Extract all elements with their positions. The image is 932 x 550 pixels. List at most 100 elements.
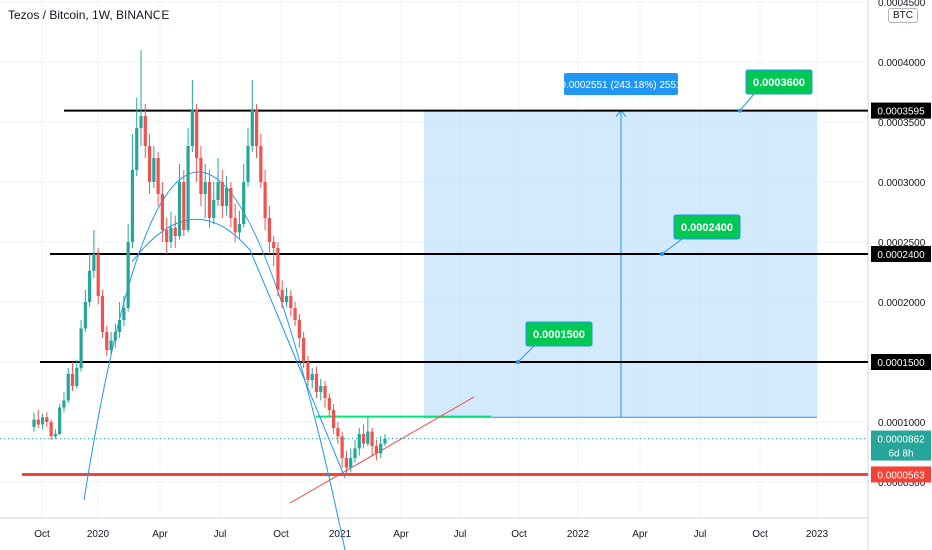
x-tick-label: Oct — [34, 529, 50, 540]
candle — [186, 128, 190, 233]
candle-body — [152, 158, 156, 182]
candle-body — [370, 431, 374, 446]
candle — [263, 170, 267, 230]
candle — [96, 248, 100, 305]
candle — [113, 323, 117, 348]
candle-body — [135, 128, 139, 170]
candle-body — [246, 146, 250, 182]
candle-body — [323, 386, 327, 398]
candle-body — [105, 332, 109, 350]
candle-body — [45, 417, 49, 422]
level-price-label-box — [871, 102, 931, 119]
candle-body — [88, 270, 92, 302]
level-price-label-text: 0.0000563 — [877, 470, 925, 481]
candle-body — [374, 446, 378, 454]
x-tick-label: Jul — [214, 529, 227, 540]
candle-body — [383, 438, 387, 444]
candle-body — [220, 182, 224, 206]
candle — [225, 176, 229, 216]
x-tick-label: Jul — [454, 529, 467, 540]
candles — [32, 50, 387, 475]
candle-body — [353, 448, 357, 458]
candle — [233, 203, 237, 242]
callout-box — [745, 69, 813, 95]
x-tick-label: 2023 — [806, 529, 829, 540]
candle — [130, 134, 135, 248]
candle — [165, 218, 169, 254]
candle — [152, 146, 156, 188]
x-tick-label: Oct — [752, 529, 768, 540]
callout-box — [525, 321, 593, 347]
candle-body — [280, 290, 284, 302]
candle-body — [233, 218, 237, 233]
candle — [118, 302, 122, 338]
candle — [349, 448, 353, 473]
candle — [272, 236, 276, 266]
x-tick-label: Apr — [152, 529, 168, 540]
target-callout: 0.0001500 — [516, 321, 593, 364]
candle — [284, 287, 289, 307]
candle — [267, 206, 271, 254]
candle-body — [259, 146, 263, 182]
x-tick-label: 2020 — [87, 529, 110, 540]
candle — [207, 170, 212, 228]
y-tick-label: 0.0000500 — [878, 478, 926, 489]
x-tick-label: Apr — [632, 529, 648, 540]
level-price-label-text: 0.0001500 — [877, 358, 925, 369]
candle-body — [190, 110, 194, 146]
candle-body — [250, 110, 254, 146]
callout-anchor — [516, 360, 520, 364]
candle — [246, 128, 250, 187]
candle — [289, 290, 293, 317]
candle-body — [143, 116, 147, 146]
candle-body — [212, 200, 216, 218]
candle-body — [319, 386, 323, 392]
candle-body — [357, 434, 361, 449]
candle-body — [173, 227, 177, 236]
x-tick-label: 2022 — [567, 529, 590, 540]
y-tick-label: 0.0002000 — [878, 298, 926, 309]
level-price-label-text: 0.0003595 — [877, 107, 925, 118]
candle-body — [302, 338, 306, 362]
target-callouts: 0.0003600 0.0002400 0.0001500 — [516, 69, 813, 364]
candle — [383, 434, 387, 446]
candle-body — [53, 434, 57, 437]
candle — [229, 182, 233, 228]
candle — [139, 50, 143, 146]
candle-body — [237, 224, 242, 233]
candle — [306, 356, 310, 386]
candle — [361, 424, 366, 449]
candle-body — [156, 158, 160, 194]
candle-body — [118, 320, 122, 332]
callout-anchor — [660, 252, 664, 256]
candle-body — [314, 374, 319, 392]
candle-body — [182, 182, 186, 230]
inner-arc — [131, 218, 346, 479]
candle-body — [113, 332, 117, 341]
candle — [182, 170, 186, 236]
candle-body — [62, 400, 66, 408]
y-tick-label: 0.0004500 — [878, 0, 926, 9]
currency-badge[interactable]: BTC — [888, 8, 918, 23]
callout-anchor — [738, 108, 742, 113]
candle-body — [75, 368, 79, 386]
candle-body — [336, 428, 340, 437]
candle — [353, 440, 357, 463]
candle-body — [122, 308, 126, 320]
candle — [374, 440, 378, 461]
candle-body — [297, 320, 301, 338]
candle — [302, 332, 306, 368]
callout-label: 0.0003600 — [753, 77, 805, 89]
candle-body — [126, 242, 130, 308]
candle — [220, 170, 224, 218]
candle — [66, 368, 70, 403]
candle — [250, 80, 254, 152]
candle — [173, 215, 177, 248]
candle — [237, 210, 242, 240]
candle — [190, 80, 194, 152]
candle — [297, 314, 301, 348]
candle — [79, 320, 83, 372]
target-callout: 0.0002400 — [660, 214, 741, 256]
